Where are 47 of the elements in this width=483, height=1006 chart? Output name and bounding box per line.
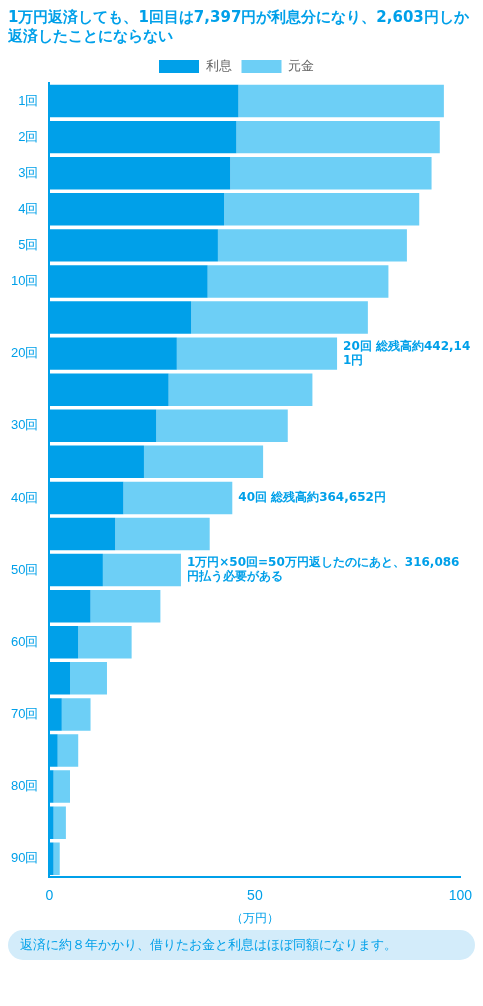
x-tick-label: 100 — [448, 887, 473, 904]
text: 返済に約８年かかり、借りたお金と利息はほぼ同額になります。 — [8, 930, 475, 960]
bar — [176, 337, 338, 370]
legend-label: 元金 — [288, 57, 314, 73]
bar — [102, 553, 181, 587]
y-tick-label: 10回 — [10, 273, 39, 289]
y-tick-label: 40回 — [10, 489, 39, 505]
bar — [90, 589, 161, 623]
bar — [191, 301, 368, 334]
bar — [61, 698, 91, 731]
legend-label: 利息 — [205, 57, 232, 73]
bar — [53, 806, 66, 839]
bar — [143, 445, 264, 479]
y-tick-label: 4回 — [18, 200, 39, 216]
bar — [53, 842, 60, 875]
bar — [123, 481, 233, 515]
y-tick-label: 30回 — [10, 417, 39, 433]
y-tick-label: 50回 — [10, 561, 39, 577]
annotation: 40回 総残高約364,652円 — [238, 490, 386, 505]
x-axis-title: （万円） — [230, 911, 279, 926]
chart-title: 1万円返済しても、1回目は7,397円が利息分になり、2,603円しか返済したことにならない — [8, 8, 470, 46]
bar — [53, 770, 70, 803]
y-tick-label: 1回 — [18, 92, 39, 108]
bar — [238, 84, 444, 118]
y-tick-label: 20回 — [10, 345, 39, 361]
y-tick-label: 80回 — [10, 778, 39, 794]
y-tick-label: 90回 — [10, 850, 39, 866]
bar — [115, 517, 210, 551]
annotation: 20回 総残高約442,141円 — [343, 338, 471, 367]
bar — [156, 409, 288, 443]
bar — [70, 662, 107, 695]
bar — [57, 734, 79, 767]
bar — [78, 626, 132, 659]
x-tick-label: 50 — [247, 887, 263, 904]
bar — [207, 265, 389, 298]
annotation: 1万円×50回=50万円返したのにあと、316,086円払う必要がある — [186, 555, 460, 584]
y-tick-label: 2回 — [18, 128, 39, 144]
y-tick-label: 3回 — [18, 164, 39, 180]
y-tick-label: 70回 — [10, 706, 39, 722]
y-tick-label: 60回 — [10, 633, 39, 649]
y-tick-label: 5回 — [18, 236, 39, 252]
bar — [236, 120, 440, 154]
bar — [224, 193, 420, 226]
x-tick-label: 0 — [45, 887, 54, 904]
bar — [217, 229, 407, 262]
bar — [230, 156, 432, 190]
bar — [168, 373, 313, 406]
